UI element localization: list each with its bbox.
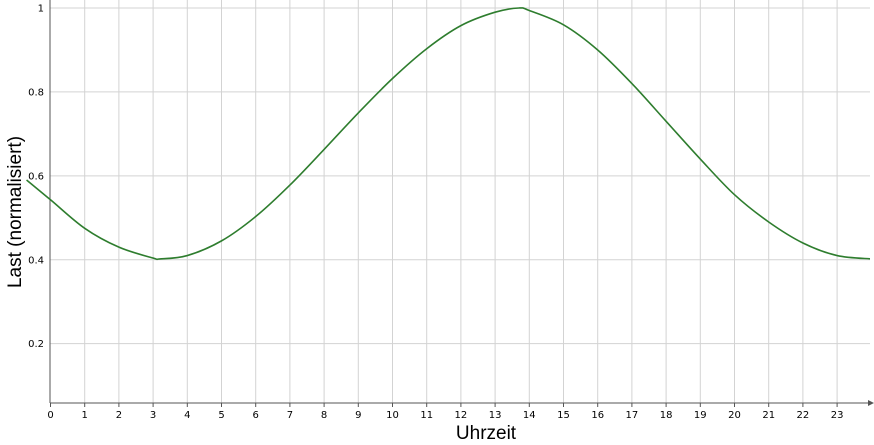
x-tick-label: 5 bbox=[218, 410, 224, 421]
x-tick-label: 16 bbox=[591, 410, 604, 421]
y-axis-label: Last (normalisiert) bbox=[5, 136, 26, 288]
x-tick-label: 1 bbox=[82, 410, 88, 421]
x-tick-label: 15 bbox=[557, 410, 570, 421]
series-line bbox=[26, 7, 870, 261]
grid-lines bbox=[50, 0, 870, 403]
x-tick-label: 7 bbox=[287, 410, 293, 421]
x-tick-label: 14 bbox=[523, 410, 536, 421]
tick-labels: 0 1 2 3 4 5 6 7 8 9 10 11 12 13 14 15 16 17 18 19 20 21 22 230.… bbox=[28, 4, 843, 422]
x-tick-label: 11 bbox=[420, 410, 433, 421]
y-tick-label: 0.4 bbox=[28, 255, 44, 266]
x-tick-label: 0 bbox=[47, 410, 53, 421]
y-tick-label: 0.8 bbox=[28, 87, 44, 98]
x-tick-label: 2 bbox=[116, 410, 122, 421]
x-tick-label: 22 bbox=[797, 410, 810, 421]
x-tick-label: 21 bbox=[762, 410, 775, 421]
x-tick-label: 8 bbox=[321, 410, 327, 421]
x-axis-label: Uhrzeit bbox=[456, 423, 517, 444]
x-axis-arrow bbox=[868, 400, 874, 406]
x-tick-label: 19 bbox=[694, 410, 707, 421]
x-tick-label: 13 bbox=[489, 410, 502, 421]
x-tick-label: 20 bbox=[728, 410, 741, 421]
x-tick-label: 17 bbox=[626, 410, 639, 421]
x-tick-label: 23 bbox=[831, 410, 844, 421]
x-tick-label: 12 bbox=[455, 410, 468, 421]
x-tick-label: 10 bbox=[386, 410, 399, 421]
y-tick-label: 1 bbox=[38, 4, 44, 15]
x-tick-label: 3 bbox=[150, 410, 156, 421]
x-tick-label: 18 bbox=[660, 410, 673, 421]
x-tick-label: 6 bbox=[253, 410, 259, 421]
y-tick-label: 0.2 bbox=[28, 339, 44, 350]
axes bbox=[49, 0, 874, 407]
y-tick-label: 0.6 bbox=[28, 171, 44, 182]
x-tick-label: 9 bbox=[355, 410, 361, 421]
x-tick-label: 4 bbox=[184, 410, 190, 421]
